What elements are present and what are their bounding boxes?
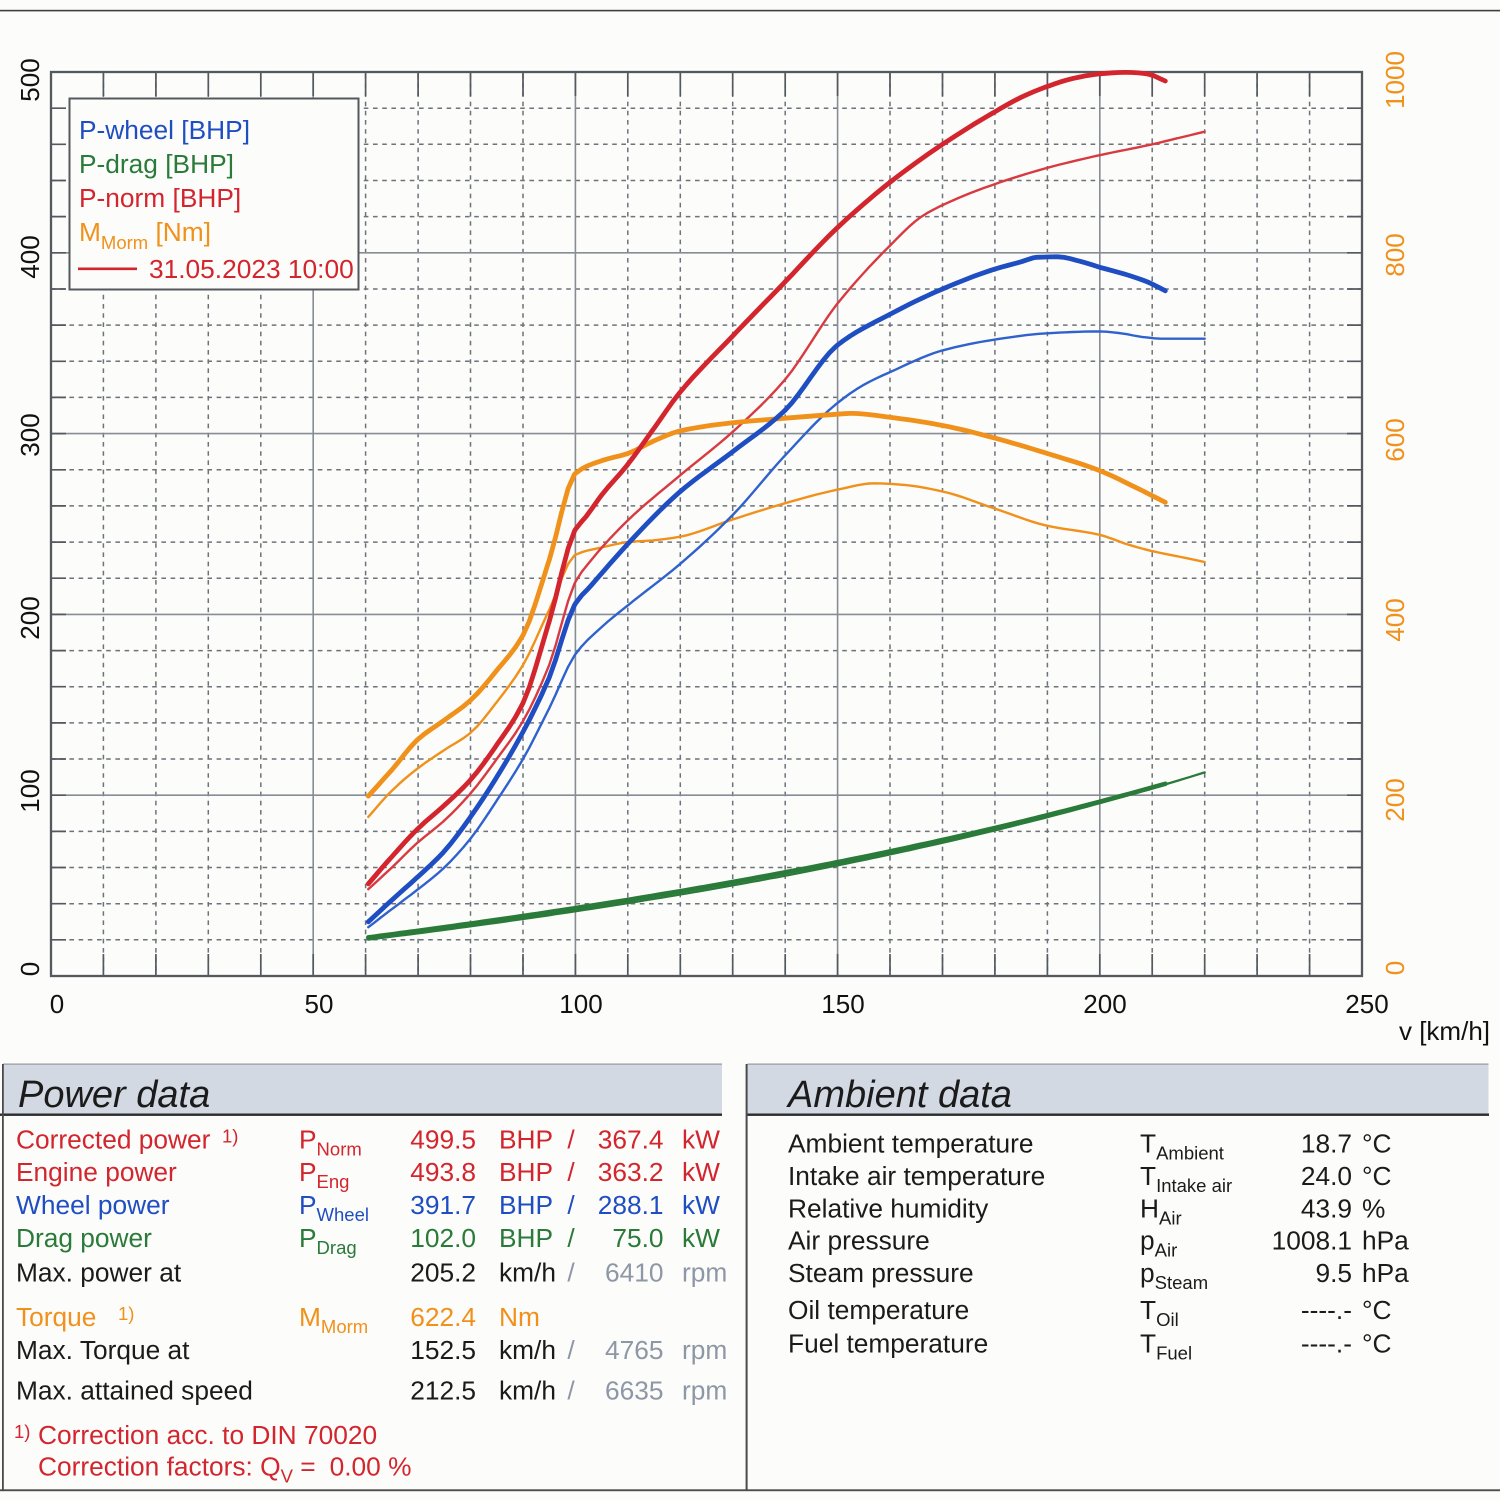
svg-text:43.9: 43.9: [1301, 1194, 1352, 1224]
svg-text:km/h: km/h: [499, 1335, 556, 1365]
svg-text:P-norm [BHP]: P-norm [BHP]: [79, 183, 241, 213]
svg-text:Engine power: Engine power: [16, 1157, 177, 1187]
svg-text:rpm: rpm: [682, 1376, 727, 1406]
svg-text:152.5: 152.5: [410, 1335, 476, 1365]
svg-text:Torque: Torque: [16, 1302, 96, 1332]
svg-text:622.4: 622.4: [410, 1302, 476, 1332]
svg-text:250: 250: [1345, 989, 1388, 1019]
svg-text:600: 600: [1380, 418, 1410, 461]
svg-text:Ambient data: Ambient data: [786, 1074, 1012, 1116]
svg-text:18.7: 18.7: [1301, 1129, 1352, 1159]
svg-text:°C: °C: [1362, 1161, 1392, 1191]
svg-text:rpm: rpm: [682, 1258, 727, 1288]
svg-text:°C: °C: [1362, 1329, 1392, 1359]
svg-text:Steam pressure: Steam pressure: [788, 1258, 974, 1288]
svg-text:1): 1): [222, 1126, 238, 1147]
svg-text:Power data: Power data: [18, 1074, 210, 1116]
svg-text:200: 200: [1083, 989, 1126, 1019]
svg-text:400: 400: [15, 235, 45, 278]
svg-text:rpm: rpm: [682, 1335, 727, 1365]
svg-text:/: /: [567, 1223, 575, 1253]
svg-text:24.0: 24.0: [1301, 1161, 1352, 1191]
svg-text:/: /: [567, 1376, 575, 1406]
svg-text:BHP: BHP: [499, 1157, 553, 1187]
svg-text:Ambient temperature: Ambient temperature: [788, 1129, 1034, 1159]
svg-text:P-wheel [BHP]: P-wheel [BHP]: [79, 115, 250, 145]
svg-text:100: 100: [559, 989, 602, 1019]
svg-text:288.1: 288.1: [598, 1190, 664, 1220]
svg-text:500: 500: [15, 58, 45, 101]
svg-text:kW: kW: [682, 1190, 720, 1220]
svg-text:499.5: 499.5: [410, 1125, 476, 1155]
svg-text:205.2: 205.2: [410, 1258, 476, 1288]
svg-text:Correction factors: QV =0.00 %: Correction factors: QV = 0.00 %: [38, 1452, 411, 1487]
svg-text:----.-: ----.-: [1301, 1329, 1352, 1359]
svg-text:300: 300: [15, 413, 45, 456]
svg-text:6635: 6635: [605, 1376, 664, 1406]
svg-text:212.5: 212.5: [410, 1376, 476, 1406]
svg-text:hPa: hPa: [1362, 1258, 1409, 1288]
svg-text:Nm: Nm: [499, 1302, 540, 1332]
svg-text:0: 0: [15, 962, 45, 976]
svg-text:Drag power: Drag power: [16, 1223, 152, 1253]
svg-text:%: %: [1362, 1194, 1385, 1224]
svg-text:Air pressure: Air pressure: [788, 1226, 930, 1256]
svg-text:Intake air temperature: Intake air temperature: [788, 1161, 1045, 1191]
svg-text:150: 150: [821, 989, 864, 1019]
svg-text:/: /: [567, 1190, 575, 1220]
svg-text:kW: kW: [682, 1125, 720, 1155]
svg-text:0: 0: [50, 989, 64, 1019]
svg-text:0: 0: [1380, 961, 1410, 975]
svg-text:Wheel power: Wheel power: [16, 1190, 170, 1220]
svg-text:°C: °C: [1362, 1129, 1392, 1159]
svg-text:1): 1): [118, 1303, 134, 1324]
svg-text:1000: 1000: [1380, 51, 1410, 109]
svg-text:400: 400: [1380, 598, 1410, 641]
svg-text:BHP: BHP: [499, 1125, 553, 1155]
svg-text:°C: °C: [1362, 1295, 1392, 1325]
svg-text:km/h: km/h: [499, 1376, 556, 1406]
svg-text:1): 1): [14, 1421, 30, 1442]
svg-text:Max. power at: Max. power at: [16, 1258, 182, 1288]
svg-text:1008.1: 1008.1: [1272, 1226, 1352, 1256]
svg-text:493.8: 493.8: [410, 1157, 476, 1187]
svg-text:Max. Torque at: Max. Torque at: [16, 1335, 190, 1365]
svg-text:/: /: [567, 1125, 575, 1155]
svg-text:100: 100: [15, 769, 45, 812]
svg-text:75.0: 75.0: [612, 1223, 663, 1253]
svg-text:Correction acc. to DIN 70020: Correction acc. to DIN 70020: [38, 1420, 377, 1450]
svg-text:31.05.2023 10:00: 31.05.2023 10:00: [149, 254, 354, 284]
svg-text:200: 200: [1380, 778, 1410, 821]
svg-text:50: 50: [305, 989, 334, 1019]
svg-text:367.4: 367.4: [598, 1125, 664, 1155]
svg-text:BHP: BHP: [499, 1223, 553, 1253]
svg-text:200: 200: [15, 596, 45, 639]
svg-text:Max. attained speed: Max. attained speed: [16, 1376, 253, 1406]
svg-text:Oil temperature: Oil temperature: [788, 1295, 969, 1325]
svg-text:/: /: [567, 1157, 575, 1187]
svg-text:BHP: BHP: [499, 1190, 553, 1220]
svg-text:kW: kW: [682, 1223, 720, 1253]
svg-text:pAir: pAir: [1140, 1226, 1177, 1261]
svg-text:P-drag [BHP]: P-drag [BHP]: [79, 149, 234, 179]
svg-text:Fuel temperature: Fuel temperature: [788, 1329, 988, 1359]
svg-text:v [km/h]: v [km/h]: [1399, 1016, 1490, 1046]
svg-text:4765: 4765: [605, 1335, 664, 1365]
svg-text:/: /: [567, 1335, 575, 1365]
svg-text:391.7: 391.7: [410, 1190, 476, 1220]
svg-text:km/h: km/h: [499, 1258, 556, 1288]
svg-text:6410: 6410: [605, 1258, 664, 1288]
svg-text:Corrected power: Corrected power: [16, 1125, 211, 1155]
svg-text:800: 800: [1380, 233, 1410, 276]
svg-text:363.2: 363.2: [598, 1157, 664, 1187]
svg-text:102.0: 102.0: [410, 1223, 476, 1253]
svg-text:----.-: ----.-: [1301, 1295, 1352, 1325]
svg-text:hPa: hPa: [1362, 1226, 1409, 1256]
svg-text:/: /: [567, 1258, 575, 1288]
svg-text:Relative humidity: Relative humidity: [788, 1194, 989, 1224]
svg-text:kW: kW: [682, 1157, 720, 1187]
svg-text:9.5: 9.5: [1315, 1258, 1352, 1288]
